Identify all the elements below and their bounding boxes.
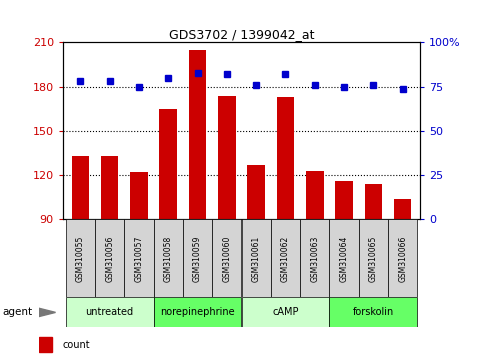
Bar — [159, 109, 177, 219]
Bar — [242, 219, 271, 297]
Bar — [306, 171, 324, 219]
Text: GSM310061: GSM310061 — [252, 235, 261, 281]
Text: GSM310062: GSM310062 — [281, 235, 290, 281]
Bar — [189, 50, 206, 219]
Bar — [247, 165, 265, 219]
Bar — [130, 172, 148, 219]
Bar — [66, 297, 154, 327]
Bar — [212, 219, 242, 297]
Bar — [300, 219, 329, 297]
Bar — [95, 219, 124, 297]
Bar — [277, 97, 294, 219]
Bar — [242, 297, 329, 327]
Bar — [359, 219, 388, 297]
Bar — [335, 181, 353, 219]
Text: forskolin: forskolin — [353, 307, 394, 318]
Bar — [39, 337, 52, 352]
Text: agent: agent — [2, 307, 32, 318]
Polygon shape — [39, 308, 56, 317]
Text: GSM310056: GSM310056 — [105, 235, 114, 282]
Bar — [388, 219, 417, 297]
Text: GSM310058: GSM310058 — [164, 235, 173, 281]
Bar — [183, 219, 212, 297]
Bar — [124, 219, 154, 297]
Text: cAMP: cAMP — [272, 307, 298, 318]
Bar — [394, 199, 412, 219]
Text: GSM310063: GSM310063 — [310, 235, 319, 282]
Bar — [365, 184, 382, 219]
Bar — [154, 219, 183, 297]
Bar — [218, 96, 236, 219]
Bar — [154, 297, 242, 327]
Text: GSM310059: GSM310059 — [193, 235, 202, 282]
Text: GSM310060: GSM310060 — [222, 235, 231, 282]
Bar — [71, 156, 89, 219]
Text: norepinephrine: norepinephrine — [160, 307, 235, 318]
Bar — [329, 297, 417, 327]
Text: GSM310066: GSM310066 — [398, 235, 407, 282]
Text: GSM310057: GSM310057 — [134, 235, 143, 282]
Bar — [329, 219, 359, 297]
Text: GSM310055: GSM310055 — [76, 235, 85, 282]
Text: GSM310064: GSM310064 — [340, 235, 349, 282]
Bar — [101, 156, 118, 219]
Bar — [271, 219, 300, 297]
Text: count: count — [62, 339, 90, 350]
Bar — [66, 219, 95, 297]
Title: GDS3702 / 1399042_at: GDS3702 / 1399042_at — [169, 28, 314, 41]
Text: GSM310065: GSM310065 — [369, 235, 378, 282]
Text: untreated: untreated — [85, 307, 134, 318]
